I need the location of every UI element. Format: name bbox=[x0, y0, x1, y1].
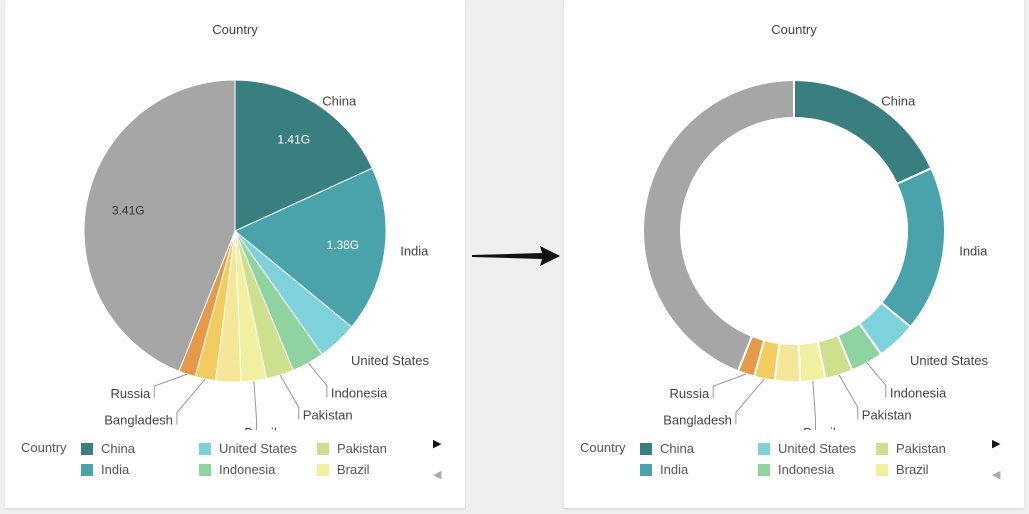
leader-line-brazil bbox=[253, 380, 258, 430]
legend-next-icon[interactable]: ▶ bbox=[433, 438, 442, 450]
legend-title: Country bbox=[21, 440, 67, 455]
slice-other-9[interactable] bbox=[83, 79, 236, 372]
leader-line-brazil bbox=[812, 380, 817, 430]
donut-chart-panel: Country China India United States Indonesia… bbox=[564, 0, 1024, 508]
category-label-indonesia: Indonesia bbox=[890, 385, 947, 400]
pie-chart: 1.41G China 1.38G India United States Indones… bbox=[83, 79, 430, 430]
category-label-united-states: United States bbox=[351, 353, 430, 368]
pie-chart-panel: Country 1.41G China 1.38G India United State… bbox=[5, 0, 465, 508]
legend-label: Brazil bbox=[896, 462, 929, 477]
category-label-china: China bbox=[881, 93, 916, 108]
slice-china[interactable] bbox=[234, 79, 373, 232]
category-label-brazil: Brazil bbox=[244, 425, 277, 430]
legend-label: United States bbox=[219, 441, 298, 456]
legend-label: China bbox=[101, 441, 135, 456]
legend-swatch bbox=[876, 464, 888, 476]
chart-title: Country bbox=[771, 22, 817, 37]
donut-chart: China India United States Indonesia Pakistan… bbox=[642, 79, 989, 430]
legend-swatch bbox=[758, 464, 770, 476]
legend-label: United States bbox=[778, 441, 857, 456]
category-label-indonesia: Indonesia bbox=[331, 385, 388, 400]
legend-label: Brazil bbox=[337, 462, 370, 477]
leader-line-pakistan bbox=[279, 374, 300, 420]
data-label-china: 1.41G bbox=[277, 133, 310, 147]
category-label-bangladesh: Bangladesh bbox=[663, 412, 732, 427]
legend-swatch bbox=[199, 464, 211, 476]
leader-line-pakistan bbox=[838, 374, 859, 420]
category-label-russia: Russia bbox=[110, 386, 151, 401]
legend-swatch bbox=[317, 464, 329, 476]
leader-line-indonesia bbox=[307, 362, 328, 398]
legend-swatch bbox=[640, 443, 652, 455]
legend-swatch bbox=[81, 443, 93, 455]
legend-label: India bbox=[660, 462, 689, 477]
legend-swatch bbox=[876, 443, 888, 455]
leader-line-bangladesh bbox=[176, 378, 206, 425]
legend-swatch bbox=[199, 443, 211, 455]
legend-label: Pakistan bbox=[896, 441, 946, 456]
legend: Country ▶ ◀ China India United States Indon… bbox=[580, 438, 1001, 481]
category-label-united-states: United States bbox=[910, 353, 989, 368]
legend-label: China bbox=[660, 441, 694, 456]
leader-line-russia bbox=[712, 373, 747, 399]
legend: Country ▶ ◀ China India United States Indon… bbox=[21, 438, 442, 481]
category-label-pakistan: Pakistan bbox=[303, 407, 353, 422]
category-label-china: China bbox=[322, 93, 357, 108]
legend-label: Indonesia bbox=[219, 462, 276, 477]
legend-label: India bbox=[101, 462, 130, 477]
legend-swatch bbox=[81, 464, 93, 476]
legend-label: Pakistan bbox=[337, 441, 387, 456]
leader-line-russia bbox=[153, 373, 188, 399]
arrow-icon bbox=[472, 246, 560, 266]
leader-line-indonesia bbox=[866, 362, 887, 398]
legend-swatch bbox=[758, 443, 770, 455]
legend-prev-icon[interactable]: ◀ bbox=[433, 469, 442, 481]
data-label-india: 1.38G bbox=[326, 238, 359, 252]
data-label-other-9: 3.41G bbox=[112, 203, 145, 217]
category-label-bangladesh: Bangladesh bbox=[104, 412, 173, 427]
slice-other-9[interactable] bbox=[642, 79, 795, 373]
chart-title: Country bbox=[212, 22, 258, 37]
legend-title: Country bbox=[580, 440, 626, 455]
slice-india[interactable] bbox=[234, 167, 387, 328]
legend-next-icon[interactable]: ▶ bbox=[992, 438, 1001, 450]
category-label-russia: Russia bbox=[669, 386, 710, 401]
legend-swatch bbox=[317, 443, 329, 455]
legend-prev-icon[interactable]: ◀ bbox=[992, 469, 1001, 481]
category-label-pakistan: Pakistan bbox=[862, 407, 912, 422]
legend-swatch bbox=[640, 464, 652, 476]
leader-line-bangladesh bbox=[735, 378, 765, 425]
legend-label: Indonesia bbox=[778, 462, 835, 477]
category-label-india: India bbox=[959, 243, 988, 258]
category-label-brazil: Brazil bbox=[803, 425, 836, 430]
slice-india[interactable] bbox=[880, 167, 946, 328]
category-label-india: India bbox=[400, 243, 429, 258]
